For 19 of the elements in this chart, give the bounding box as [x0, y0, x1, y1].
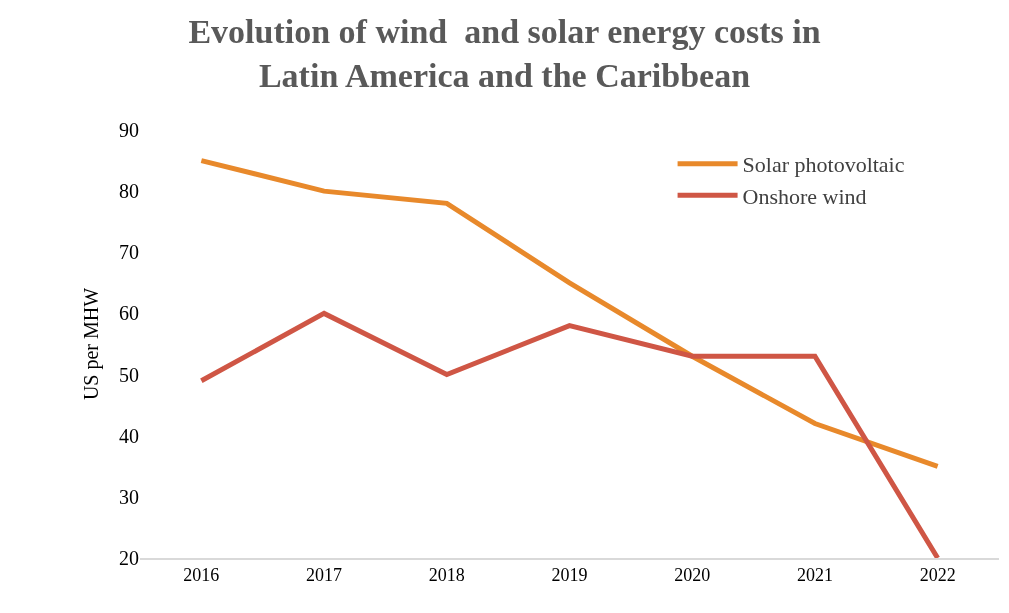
x-tick-label: 2016 — [183, 565, 220, 586]
y-tick-label: 60 — [119, 302, 139, 325]
y-tick-label: 40 — [119, 424, 139, 447]
x-tick-label: 2017 — [306, 565, 343, 586]
x-tick-label: 2021 — [796, 565, 833, 586]
y-tick-label: 70 — [119, 241, 139, 264]
x-tick-label: 2018 — [428, 565, 465, 586]
chart-title: Evolution of wind and solar energy costs in Latin America and the Caribbean — [188, 12, 821, 95]
y-axis-title: US per MHW — [79, 287, 103, 401]
x-tick-label: 2019 — [551, 565, 588, 586]
y-tick-label: 50 — [119, 363, 139, 386]
legend-label: Onshore wind — [742, 183, 867, 209]
x-tick-label: 2022 — [919, 565, 956, 586]
y-tick-label: 80 — [119, 180, 139, 203]
x-tick-label: 2020 — [674, 565, 711, 586]
legend-label: Solar photovoltaic — [742, 152, 905, 178]
y-tick-label: 90 — [119, 119, 139, 141]
y-tick-label: 20 — [119, 547, 139, 569]
y-tick-label: 30 — [119, 485, 139, 508]
